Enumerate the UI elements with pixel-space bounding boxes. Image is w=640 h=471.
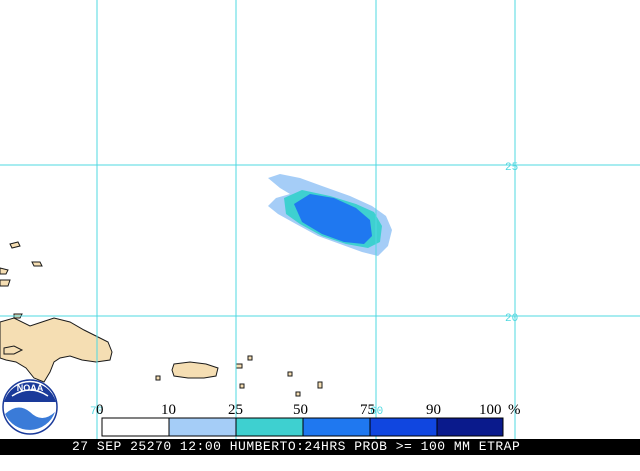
- rainfall-probability-area: [268, 174, 392, 256]
- small-island-4: [295, 391, 301, 397]
- legend-colorbar: [101, 417, 504, 437]
- legend-tick-90: 90: [426, 402, 441, 418]
- legend-tick-50: 50: [293, 402, 308, 418]
- legend-tick-75: 75: [360, 402, 375, 418]
- prob-50-75-area: [294, 194, 372, 244]
- probability-map: 25 20 70 60 NOAA 0 10 25 50 75 90 100 %: [0, 0, 640, 440]
- small-island-5: [317, 381, 323, 389]
- noaa-logo-text: NOAA: [17, 383, 44, 393]
- legend-tick-100: 100: [479, 402, 502, 418]
- lat-lon-grid: [0, 0, 640, 440]
- legend-unit: %: [508, 402, 521, 418]
- status-bar-text: 27 SEP 25270 12:00 HUMBERTO:24HRS PROB >…: [72, 439, 521, 454]
- legend-tick-10: 10: [161, 402, 176, 418]
- lat-label-20: 20: [505, 313, 518, 325]
- puerto-rico: [171, 361, 219, 379]
- small-island-6: [155, 375, 161, 381]
- legend: 0 10 25 50 75 90 100 %: [96, 402, 521, 437]
- noaa-logo: NOAA: [2, 379, 58, 435]
- small-island-1: [235, 363, 243, 369]
- legend-bin-10-25: [168, 417, 237, 437]
- legend-tick-labels: 0 10 25 50 75 90 100 %: [96, 402, 521, 418]
- lon-label-70: 70: [90, 406, 103, 418]
- status-bar: 27 SEP 25270 12:00 HUMBERTO:24HRS PROB >…: [0, 439, 640, 455]
- legend-tick-25: 25: [228, 402, 243, 418]
- small-island-9: [9, 241, 21, 249]
- lon-label-60: 60: [370, 406, 383, 418]
- haiti-west-peninsula: [3, 345, 24, 355]
- legend-bin-75-90: [369, 417, 438, 437]
- small-island-10: [0, 267, 9, 275]
- legend-bin-0-10: [101, 417, 170, 437]
- small-island-2: [247, 355, 253, 361]
- land-masses: [0, 241, 323, 397]
- legend-bin-25-50: [235, 417, 304, 437]
- small-island-12: [0, 279, 11, 287]
- legend-bin-50-75: [302, 417, 371, 437]
- small-island-3: [287, 371, 293, 377]
- grid-labels: 25 20 70 60: [90, 162, 518, 418]
- lat-label-25: 25: [505, 162, 518, 174]
- small-island-8: [31, 261, 43, 267]
- hispaniola: [0, 317, 113, 383]
- legend-bin-90-100: [436, 417, 504, 437]
- small-island-7: [239, 383, 245, 389]
- legend-tick-0: 0: [96, 402, 104, 418]
